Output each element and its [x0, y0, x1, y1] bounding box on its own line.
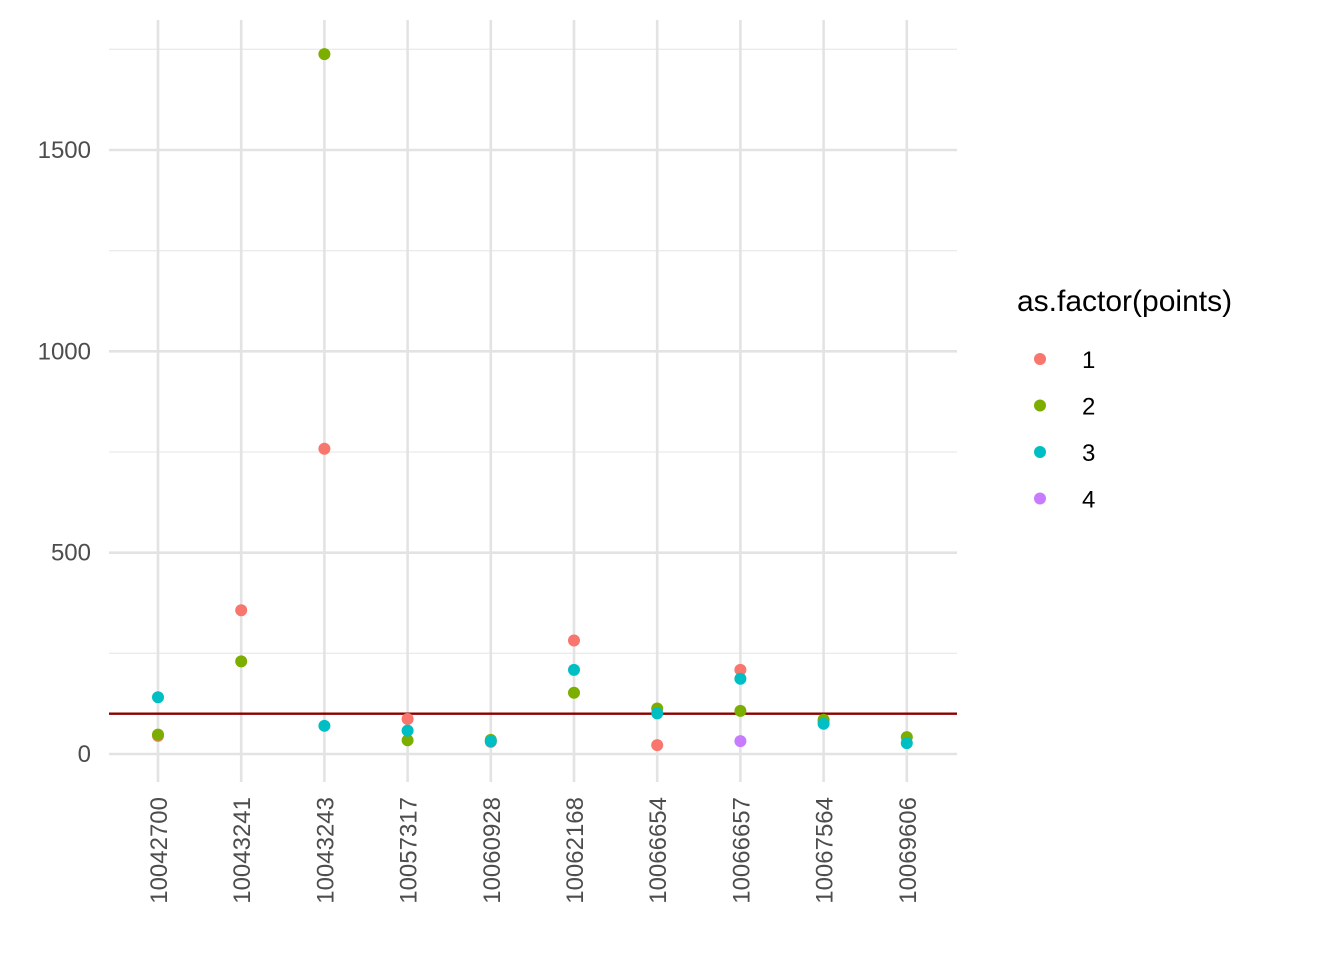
legend-label-1: 1 [1082, 347, 1095, 374]
x-tick-label: 10043241 [229, 797, 256, 904]
legend: as.factor(points) 1 2 3 4 [1017, 285, 1232, 514]
data-point-series-3 [734, 672, 747, 685]
data-point-series-3 [152, 691, 164, 704]
data-point-series-1 [568, 634, 580, 647]
data-point-series-2 [734, 704, 747, 717]
data-point-series-3 [651, 707, 664, 720]
data-point-series-3 [568, 663, 580, 676]
x-tick-label: 10066657 [728, 797, 755, 904]
x-tick-label: 10057317 [396, 797, 423, 904]
data-point-series-1 [651, 739, 664, 752]
x-tick-label: 10066654 [645, 797, 672, 904]
x-tick-label: 10062168 [562, 797, 589, 904]
data-point-series-1 [734, 663, 747, 676]
data-point-series-3 [484, 735, 497, 748]
y-tick-label: 1500 [38, 137, 91, 164]
x-tick-label: 10067564 [812, 797, 839, 904]
data-point-series-2 [568, 686, 580, 699]
x-tick-label: 10060928 [479, 797, 506, 904]
x-tick-label: 10043243 [312, 797, 339, 904]
data-point-series-3 [401, 724, 414, 737]
data-point-series-2 [318, 48, 331, 61]
legend-key-1 [1034, 353, 1046, 365]
data-points [152, 48, 913, 752]
data-point-series-1 [235, 604, 248, 617]
data-point-series-2 [401, 734, 414, 747]
data-point-series-3 [900, 737, 913, 750]
data-point-series-1 [318, 442, 331, 455]
legend-key-2 [1034, 399, 1046, 412]
y-tick-label: 0 [78, 741, 91, 768]
x-tick-label: 10069606 [895, 797, 922, 904]
data-point-series-4 [734, 735, 747, 748]
data-point-series-3 [817, 717, 830, 730]
data-point-series-3 [318, 719, 331, 732]
legend-label-3: 3 [1082, 440, 1095, 467]
data-point-series-1 [401, 712, 414, 725]
minor-gridlines [109, 48, 957, 654]
legend-key-3 [1034, 446, 1046, 458]
legend-label-4: 4 [1082, 487, 1095, 514]
y-tick-label: 1000 [38, 338, 91, 365]
legend-key-4 [1034, 492, 1046, 505]
major-gridlines [109, 20, 957, 782]
legend-label-2: 2 [1082, 394, 1095, 421]
x-axis-tick-labels: 10042700 10043241 10043243 10057317 10060928… [146, 797, 922, 904]
y-tick-label: 500 [51, 540, 91, 567]
legend-title: as.factor(points) [1017, 285, 1232, 318]
y-axis-tick-labels: 0 500 1000 1500 [38, 137, 91, 768]
data-point-series-2 [152, 728, 164, 741]
x-tick-label: 10042700 [146, 797, 173, 904]
data-point-series-2 [235, 655, 248, 668]
